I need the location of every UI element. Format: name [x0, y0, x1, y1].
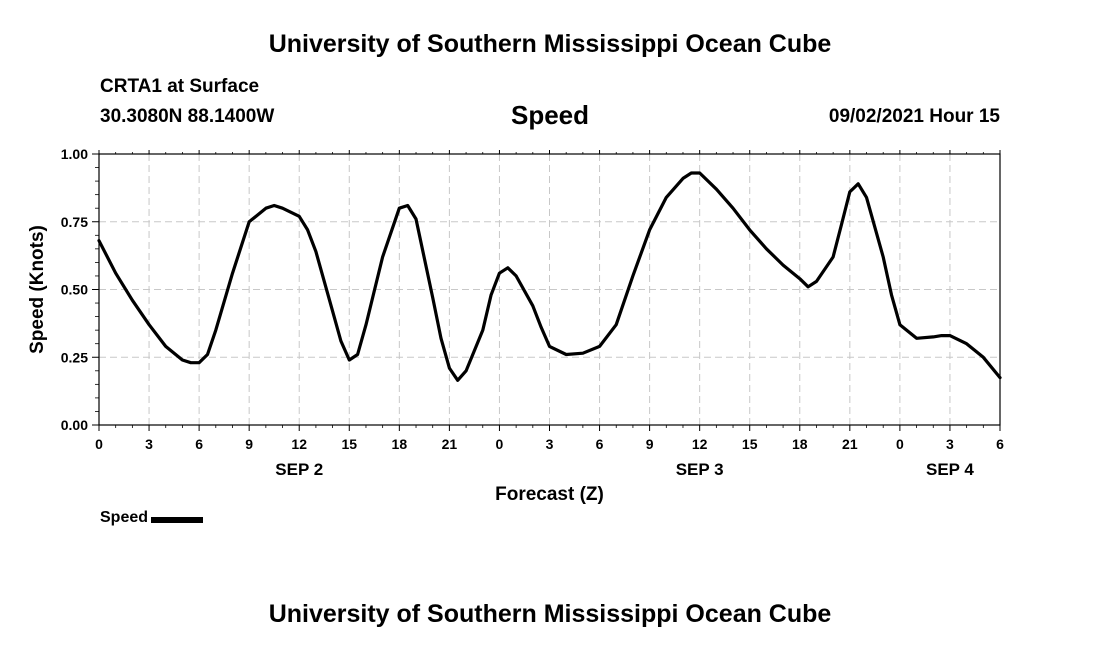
- grid-lines: [99, 154, 1000, 425]
- legend-swatch: [151, 517, 204, 523]
- x-tick-label: 3: [946, 436, 954, 452]
- y-axis-label: Speed (Knots): [27, 225, 48, 354]
- legend-label: Speed: [100, 509, 149, 526]
- x-tick-label: 6: [596, 436, 604, 452]
- speed-series-line: [97, 171, 1002, 382]
- x-tick-label: 0: [95, 436, 103, 452]
- date-label: SEP 3: [676, 460, 724, 479]
- x-tick-label: 9: [245, 436, 253, 452]
- x-tick-label: 12: [692, 436, 708, 452]
- x-tick-label: 21: [842, 436, 858, 452]
- y-tick-label: 1.00: [61, 146, 88, 162]
- x-tick-label: 3: [546, 436, 554, 452]
- footer-title: University of Southern Mississippi Ocean…: [268, 600, 832, 628]
- y-tick-label: 0.75: [61, 214, 88, 230]
- x-tick-label: 0: [896, 436, 904, 452]
- coordinates-label: 30.3080N 88.1400W: [100, 106, 275, 127]
- x-axis-label: Forecast (Z): [495, 484, 604, 505]
- y-tick-labels: 0.00 0.25 0.50 0.75 1.00: [61, 146, 88, 433]
- legend: Speed: [100, 509, 204, 527]
- date-label: SEP 4: [926, 460, 974, 479]
- x-tick-labels: 0 3 6 9 12 15 18 21 0 3 6 9 12 15 18 21 0 3 6: [95, 436, 1004, 452]
- date-label: SEP 2: [275, 460, 323, 479]
- x-tick-label: 3: [145, 436, 153, 452]
- x-tick-label: 12: [291, 436, 307, 452]
- y-tick-label: 0.25: [61, 349, 88, 365]
- datetime-label: 09/02/2021 Hour 15: [828, 106, 1000, 127]
- variable-title: Speed: [510, 100, 590, 130]
- x-tick-label: 21: [442, 436, 458, 452]
- y-tick-label: 0.50: [61, 282, 88, 298]
- page-title: University of Southern Mississippi Ocean…: [268, 30, 832, 58]
- date-labels: SEP 2 SEP 3 SEP 4: [275, 460, 974, 479]
- x-tick-label: 18: [792, 436, 808, 452]
- x-tick-label: 15: [742, 436, 758, 452]
- x-tick-label: 18: [392, 436, 408, 452]
- x-tick-label: 0: [496, 436, 504, 452]
- x-tick-label: 9: [646, 436, 654, 452]
- x-tick-label: 6: [195, 436, 203, 452]
- axis-ticks: [92, 150, 1001, 431]
- station-label: CRTA1 at Surface: [100, 76, 260, 97]
- y-tick-label: 0.00: [61, 417, 88, 433]
- x-tick-label: 15: [341, 436, 357, 452]
- x-tick-label: 6: [996, 436, 1004, 452]
